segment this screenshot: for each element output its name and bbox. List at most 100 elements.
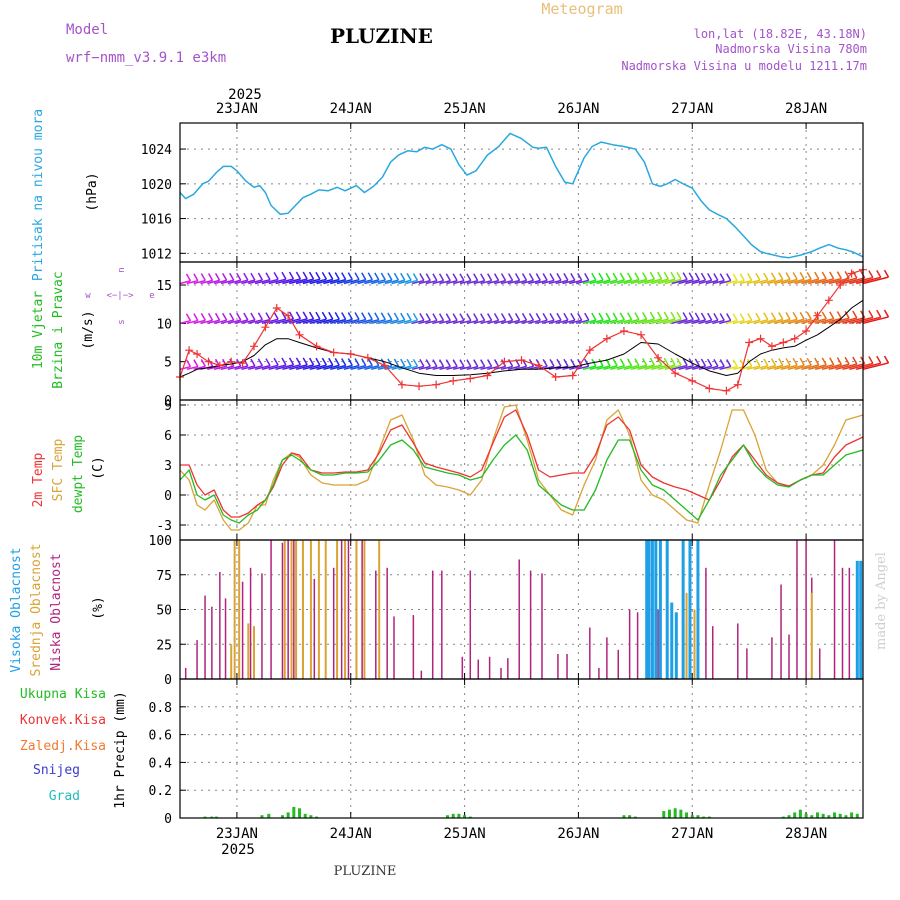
wind-barb-feather <box>619 358 625 367</box>
precip-total-bar <box>622 815 626 818</box>
wind-barb-feather <box>236 312 242 321</box>
wind-barb-feather <box>821 271 827 280</box>
wind-title-line1: 10m Vjetar <box>31 291 46 369</box>
wind-gust-marker <box>705 384 714 393</box>
wind-barb-feather <box>393 358 400 367</box>
wind-barb-feather <box>619 312 625 321</box>
y-tick-label: -3 <box>156 519 172 534</box>
wind-barb-feather <box>250 358 256 367</box>
wind-barb-shaft <box>507 365 520 371</box>
wind-barb-feather <box>732 273 738 282</box>
wind-barb-feather <box>486 359 493 367</box>
cloud-high-bar <box>688 540 692 679</box>
wind-barb-feather <box>236 272 242 281</box>
wind-barb-feather <box>400 358 406 367</box>
wind-barb-shaft <box>316 278 333 285</box>
wind-barb-shaft <box>623 364 640 371</box>
wind-barb-feather <box>591 272 597 281</box>
wind-barb-shaft <box>384 319 399 325</box>
wind-barb-feather <box>747 359 753 367</box>
wind-barb-shaft <box>801 318 819 325</box>
wind-gust-marker <box>346 350 355 358</box>
wind-barb-feather <box>438 313 445 321</box>
wind-barb-shaft <box>534 279 548 285</box>
wind-barb-shaft <box>398 365 412 371</box>
wind-barb-shaft <box>801 278 819 285</box>
cloud-high-bar <box>674 612 678 679</box>
wind-barb-feather <box>739 273 745 282</box>
wind-barb-shaft <box>220 365 234 371</box>
wind-barb-shaft <box>487 319 499 325</box>
wind-barb-feather <box>459 313 465 322</box>
wind-barb-feather <box>577 312 583 321</box>
wind-barb-shaft <box>261 278 279 285</box>
precip-panel: 0 0.2 0.4 0.6 0.8 <box>149 678 864 827</box>
wind-barb-shaft <box>336 364 353 371</box>
cloud-low-bar <box>293 540 295 679</box>
wind-barb-shaft <box>302 364 321 371</box>
wind-barb-feather <box>814 271 820 280</box>
wind-barb-feather <box>542 358 548 367</box>
cloud-low-bar <box>541 573 543 679</box>
wind-barb-shaft <box>459 319 472 325</box>
wind-gust-marker <box>204 357 213 366</box>
wind-barb-shaft <box>582 319 597 325</box>
cloud-high-bar <box>696 540 700 679</box>
wind-barb-shaft <box>275 278 294 285</box>
wind-barb-feather <box>493 273 500 282</box>
wind-barb-feather <box>549 358 555 367</box>
wind-barb-feather <box>700 312 707 321</box>
precip-total-bar <box>309 815 313 818</box>
wind-barb-shaft <box>835 277 858 285</box>
wind-barb-feather <box>200 359 206 367</box>
wind-barb-shaft <box>193 319 206 325</box>
wind-barb-feather <box>459 359 465 368</box>
wind-barb-shaft <box>343 318 360 325</box>
cloud-mid-bar <box>252 626 255 679</box>
y-tick-label: 10 <box>156 317 172 332</box>
wind-barb-feather <box>682 312 688 320</box>
cloud-low-bar <box>340 540 343 679</box>
wind-barb-shaft <box>596 319 611 325</box>
wind-barb-shaft <box>862 362 889 371</box>
wind-barb-shaft <box>698 319 712 325</box>
cloud-low-bar <box>841 567 844 679</box>
wind-barb-feather <box>380 272 386 281</box>
model-name: wrf−nmm_v3.9.1 e3km <box>66 50 226 66</box>
wind-barb-shaft <box>439 319 451 325</box>
wind-barb-shaft <box>446 319 458 325</box>
precip-total-bar <box>798 809 802 818</box>
wind-gust-marker <box>585 346 594 355</box>
cloud-high-bar <box>650 540 654 679</box>
wind-barb-shaft <box>774 364 791 371</box>
wind-barb-feather <box>321 311 328 320</box>
top-date-label: 24JAN <box>330 101 372 117</box>
wind-barb-feather <box>612 312 618 321</box>
wind-barb-shaft <box>780 278 798 285</box>
wind-barb-shaft <box>603 319 618 325</box>
wind-barb-shaft <box>821 317 842 325</box>
wind-barb-shaft <box>282 364 301 371</box>
wind-barb-feather <box>425 313 431 321</box>
wind-barb-feather <box>563 273 569 281</box>
wind-barb-feather <box>649 271 656 280</box>
wind-barb-feather <box>302 311 308 320</box>
dewpt-title: dewpt Temp <box>71 435 86 513</box>
wind-barb-feather <box>207 273 214 281</box>
cloud-low-bar <box>420 670 423 679</box>
y-tick-label: 1016 <box>141 213 172 228</box>
cloud-mid-bar <box>378 540 381 679</box>
cloud-low-bar <box>818 648 821 679</box>
precip-total-bar <box>446 815 450 818</box>
wind-gust-marker <box>802 327 811 335</box>
wind-barb-feather <box>367 358 373 367</box>
wind-barb-shaft <box>849 362 874 371</box>
cloud-low-bar <box>636 612 639 679</box>
y-tick-label: 0 <box>164 489 172 504</box>
wind-barb-feather <box>707 272 713 281</box>
wind-barb-feather <box>747 273 753 281</box>
temperature-panel: -3 0 3 6 9 <box>156 399 864 541</box>
precip-total-bar <box>210 816 214 818</box>
wind-barb-feather <box>445 359 451 368</box>
wind-barb-shaft <box>521 319 534 325</box>
